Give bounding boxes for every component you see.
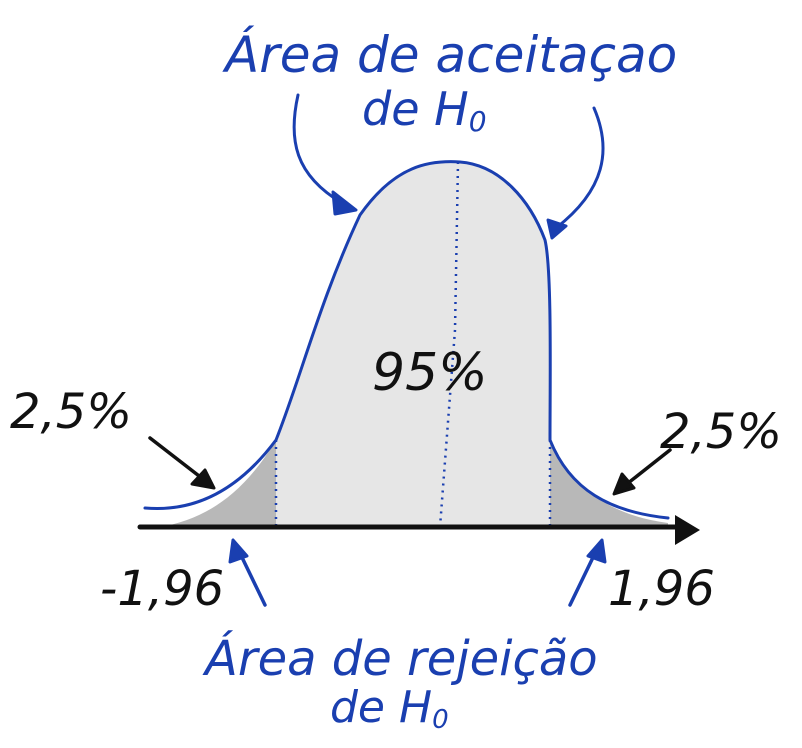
acceptance-left-arrowhead-icon: [331, 190, 358, 216]
right-critical-value-label: 1,96: [608, 561, 715, 617]
right-rejection-area: [550, 440, 668, 527]
rejection-left-arrowhead-icon: [228, 538, 249, 564]
acceptance-title-line1: Área de aceitaçao: [222, 25, 677, 84]
left-critical-value-label: -1,96: [100, 561, 224, 617]
acceptance-right-arrow-icon: [554, 106, 605, 230]
left-rejection-area: [160, 440, 276, 527]
acceptance-right-arrowhead-icon: [546, 218, 568, 240]
rejection-right-arrowhead-icon: [586, 538, 607, 564]
rejection-title-h: de H: [330, 682, 432, 733]
center-percent-label: 95%: [372, 343, 488, 403]
right-tail-arrowhead-icon: [612, 472, 636, 496]
x-axis-arrowhead-icon: [675, 515, 700, 545]
left-tail-percent-label: 2,5%: [10, 384, 132, 440]
acceptance-title-subscript: 0: [469, 105, 487, 138]
bell-curve: [143, 160, 670, 520]
acceptance-left-arrow-icon: [292, 93, 344, 205]
rejection-title-line1: Área de rejeição: [202, 630, 598, 687]
left-tail-arrowhead-icon: [190, 468, 216, 490]
rejection-title-line2: de H0: [330, 682, 449, 735]
right-tail-percent-label: 2,5%: [660, 404, 782, 460]
acceptance-title-line2: de H0: [362, 82, 487, 138]
rejection-title-subscript: 0: [432, 705, 449, 735]
center-mean-dotted-line: [438, 161, 460, 528]
acceptance-title-h: de H: [362, 82, 469, 136]
